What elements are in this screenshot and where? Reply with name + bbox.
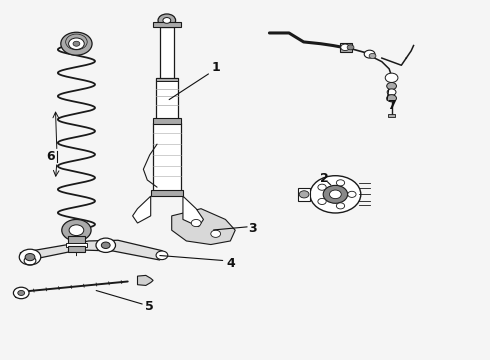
Circle shape — [69, 225, 84, 235]
Circle shape — [191, 220, 201, 226]
Text: 5: 5 — [146, 300, 154, 313]
Circle shape — [347, 45, 354, 50]
Text: 1: 1 — [211, 60, 220, 73]
Polygon shape — [183, 196, 203, 226]
Bar — [153, 22, 180, 27]
Circle shape — [69, 38, 84, 49]
Circle shape — [336, 180, 344, 186]
Bar — [66, 243, 87, 247]
Text: 2: 2 — [320, 172, 328, 185]
Circle shape — [13, 287, 29, 299]
Circle shape — [385, 73, 398, 82]
Bar — [160, 27, 173, 80]
Polygon shape — [172, 209, 235, 244]
Bar — [151, 190, 183, 196]
Bar — [298, 188, 310, 201]
Bar — [15, 289, 26, 297]
Text: 3: 3 — [248, 222, 257, 235]
Bar — [156, 78, 177, 119]
Circle shape — [369, 53, 376, 58]
Circle shape — [211, 230, 220, 237]
Circle shape — [101, 242, 110, 248]
Polygon shape — [20, 240, 166, 261]
Circle shape — [330, 190, 341, 199]
Circle shape — [62, 220, 91, 241]
Circle shape — [299, 191, 309, 198]
Circle shape — [318, 198, 326, 204]
Circle shape — [387, 82, 396, 90]
Circle shape — [156, 251, 168, 260]
Text: 4: 4 — [226, 257, 235, 270]
Circle shape — [18, 291, 24, 296]
Circle shape — [348, 191, 356, 197]
Bar — [156, 78, 177, 81]
Circle shape — [96, 238, 116, 252]
Circle shape — [318, 184, 326, 190]
Circle shape — [25, 253, 35, 261]
Circle shape — [61, 32, 92, 55]
Bar — [388, 114, 395, 117]
Text: 7: 7 — [387, 99, 396, 112]
Polygon shape — [133, 196, 151, 223]
Circle shape — [73, 41, 80, 46]
Circle shape — [364, 50, 375, 58]
Bar — [68, 235, 85, 244]
Circle shape — [387, 89, 396, 95]
Circle shape — [336, 203, 344, 209]
Circle shape — [310, 176, 361, 213]
Circle shape — [341, 44, 349, 50]
Bar — [153, 123, 180, 191]
Circle shape — [163, 18, 171, 23]
Circle shape — [19, 249, 41, 265]
Bar — [68, 246, 85, 252]
Circle shape — [158, 14, 175, 27]
Polygon shape — [138, 275, 153, 285]
Circle shape — [387, 95, 396, 102]
Bar — [153, 118, 180, 125]
Text: 6: 6 — [47, 150, 55, 163]
Circle shape — [323, 185, 347, 203]
Bar — [340, 42, 352, 52]
